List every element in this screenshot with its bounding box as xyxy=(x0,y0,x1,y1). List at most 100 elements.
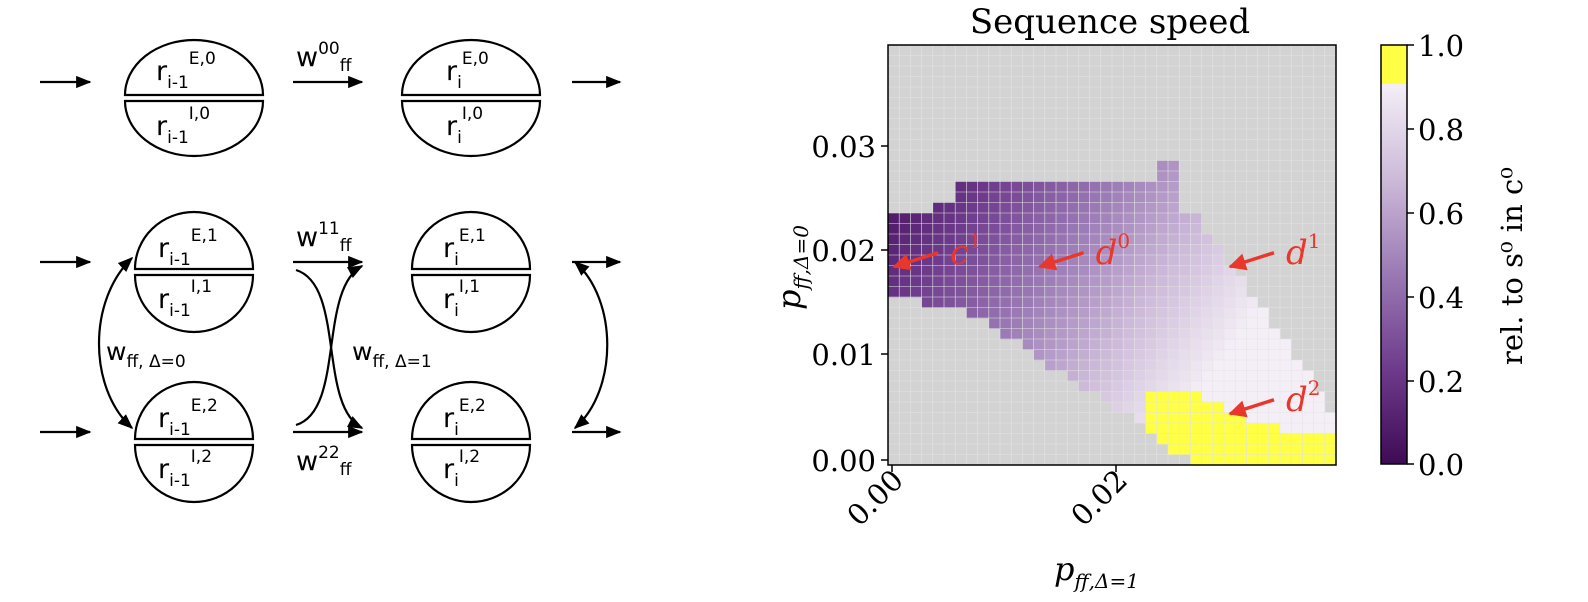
heatmap-cell xyxy=(932,255,945,266)
heatmap-cell xyxy=(1313,433,1326,445)
heatmap-cell xyxy=(1067,192,1079,203)
cross-arrow-down xyxy=(295,268,364,429)
heatmap-cell xyxy=(1078,255,1090,266)
heatmap-cell xyxy=(1134,276,1146,287)
heatmap-cell xyxy=(1179,370,1191,382)
heatmap-cell xyxy=(1156,265,1169,277)
heatmap-cell xyxy=(966,286,978,298)
heatmap-cell xyxy=(1044,265,1057,277)
heatmap-cell xyxy=(932,286,945,298)
heatmap-cell xyxy=(1067,370,1079,382)
heatmap-cell xyxy=(1145,328,1158,340)
heatmap-cell xyxy=(1100,297,1113,308)
heatmap-cell xyxy=(1089,265,1102,277)
heatmap-cell xyxy=(1089,381,1102,392)
heatmap-cell xyxy=(1201,370,1214,382)
heatmap-cell xyxy=(988,181,1001,193)
heatmap-cell xyxy=(1100,213,1113,224)
heatmap-cell xyxy=(1156,412,1169,424)
heatmap-cell xyxy=(1112,192,1124,203)
heatmap-cell xyxy=(1291,444,1303,455)
heatmap-cell xyxy=(910,276,922,287)
heatmap-cell xyxy=(1280,444,1292,455)
heatmap-cell xyxy=(1156,276,1169,287)
heatmap-cell xyxy=(1280,433,1292,445)
heatmap-cell xyxy=(1134,412,1146,424)
heatmap-cell xyxy=(966,234,978,245)
heatmap-cell xyxy=(1044,328,1057,340)
heatmap-cell xyxy=(1179,433,1191,445)
heatmap-cell xyxy=(1291,391,1303,403)
heatmap-cell xyxy=(1056,213,1068,224)
heatmap-cell xyxy=(1201,349,1214,361)
heatmap-cell xyxy=(1089,370,1102,382)
heatmap-cell xyxy=(1257,391,1270,403)
heatmap-cell xyxy=(944,234,956,245)
inhibitory-half-shape xyxy=(400,99,542,158)
weight-label-delta0: wff, Δ=0 xyxy=(106,337,186,372)
heatmap-cell xyxy=(1033,318,1046,329)
heatmap-cell xyxy=(1302,444,1314,455)
heatmap-cell xyxy=(1089,328,1102,340)
heatmap-cell xyxy=(1212,318,1225,329)
heatmap-cell xyxy=(1235,423,1247,434)
heatmap-cell xyxy=(955,244,967,256)
heatmap-cell xyxy=(899,223,911,235)
heatmap-cell xyxy=(1212,276,1225,287)
heatmap-cell xyxy=(1156,181,1169,193)
heatmap-cell xyxy=(1201,318,1214,329)
heatmap-cell xyxy=(1212,412,1225,424)
heatmap-cell xyxy=(899,276,911,287)
heatmap-cell xyxy=(1112,276,1124,287)
heatmap-cell xyxy=(1313,402,1326,413)
rate-label-e-left-row2: ri-1E,2 xyxy=(158,396,218,440)
heatmap-cell xyxy=(977,276,990,287)
heatmap-cell xyxy=(1257,328,1270,340)
heatmap-cell xyxy=(1302,370,1314,382)
heatmap-cell xyxy=(977,213,990,224)
heatmap-cell xyxy=(1078,265,1090,277)
colorbar-tick-label: 0.4 xyxy=(1418,281,1464,315)
rate-label-i-right-row0: riI,0 xyxy=(446,104,483,148)
heatmap-cell xyxy=(1033,286,1046,298)
heatmap-cell xyxy=(1112,360,1124,371)
heatmap-cell xyxy=(1022,192,1034,203)
heatmap-cell xyxy=(1011,276,1023,287)
heatmap-cell xyxy=(1179,360,1191,371)
inhibitory-half-shape xyxy=(133,443,255,504)
heatmap-cell xyxy=(1056,244,1068,256)
heatmap-cell xyxy=(1033,223,1046,235)
heatmap-cell xyxy=(1000,213,1012,224)
heatmap-cell xyxy=(1011,202,1023,214)
heatmap-cell xyxy=(1246,318,1258,329)
heatmap-cell xyxy=(1112,213,1124,224)
heatmap-cell xyxy=(1112,265,1124,277)
heatmap-cell xyxy=(1212,339,1225,350)
y-axis-ticks xyxy=(881,145,888,461)
heatmap-cell xyxy=(1022,318,1034,329)
heatmap-cell xyxy=(910,223,922,235)
heatmap-cell xyxy=(1190,255,1202,266)
heatmap-cell xyxy=(1235,433,1247,445)
heatmap-cell xyxy=(932,234,945,245)
heatmap-cell xyxy=(1235,444,1247,455)
heatmap-cell xyxy=(1179,234,1191,245)
heatmap-cell xyxy=(1134,328,1146,340)
heatmap-cell xyxy=(1145,244,1158,256)
heatmap-cell xyxy=(966,202,978,214)
heatmap-cell xyxy=(1268,391,1281,403)
heatmap-cell xyxy=(1324,454,1337,466)
heatmap-cell xyxy=(1112,349,1124,361)
heatmap-cell xyxy=(955,255,967,266)
heatmap-cell xyxy=(1179,391,1191,403)
heatmap-cell xyxy=(1246,349,1258,361)
heatmap-cell xyxy=(921,234,934,245)
heatmap-cell xyxy=(1246,444,1258,455)
heatmap-cell xyxy=(1224,276,1236,287)
heatmap-cell xyxy=(1123,381,1135,392)
heatmap-cell xyxy=(1022,265,1034,277)
heatmap-cell xyxy=(1000,276,1012,287)
output-coupling-arrow xyxy=(573,260,609,430)
heatmap-cell xyxy=(1078,223,1090,235)
heatmap-cell xyxy=(1044,307,1057,319)
